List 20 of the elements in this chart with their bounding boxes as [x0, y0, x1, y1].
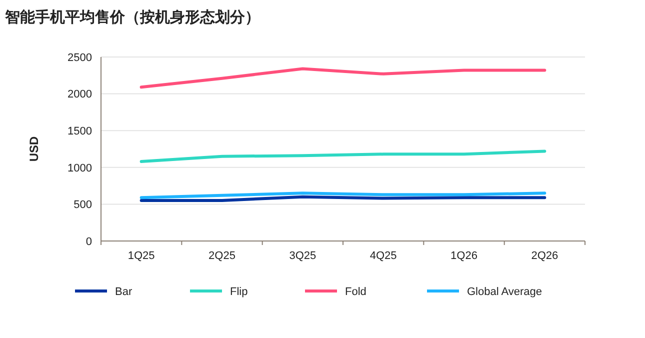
- line-series: [140, 67, 546, 89]
- x-tick-label: 2Q25: [208, 250, 236, 262]
- chart-title: 智能手机平均售价（按机身形态划分）: [4, 9, 260, 26]
- legend-label: Global Average: [467, 286, 542, 298]
- legend-label: Flip: [230, 286, 248, 298]
- legend-label: Bar: [115, 286, 132, 298]
- y-axis-title: USD: [27, 136, 41, 162]
- legend-label: Fold: [345, 286, 366, 298]
- x-tick-label: 3Q25: [289, 250, 316, 262]
- y-tick-label: 1500: [68, 125, 92, 138]
- x-tick-label: 4Q25: [370, 250, 397, 262]
- x-tick-label: 1Q25: [128, 250, 155, 262]
- y-tick-label: 2000: [68, 88, 92, 101]
- y-tick-label: 0: [86, 236, 92, 248]
- y-tick-label: 2500: [68, 52, 92, 64]
- x-tick-label: 1Q26: [450, 250, 478, 262]
- x-tick-label: 2Q26: [531, 250, 558, 262]
- line-series: [140, 150, 546, 164]
- y-tick-label: 500: [74, 199, 92, 212]
- y-tick-label: 1000: [68, 162, 92, 174]
